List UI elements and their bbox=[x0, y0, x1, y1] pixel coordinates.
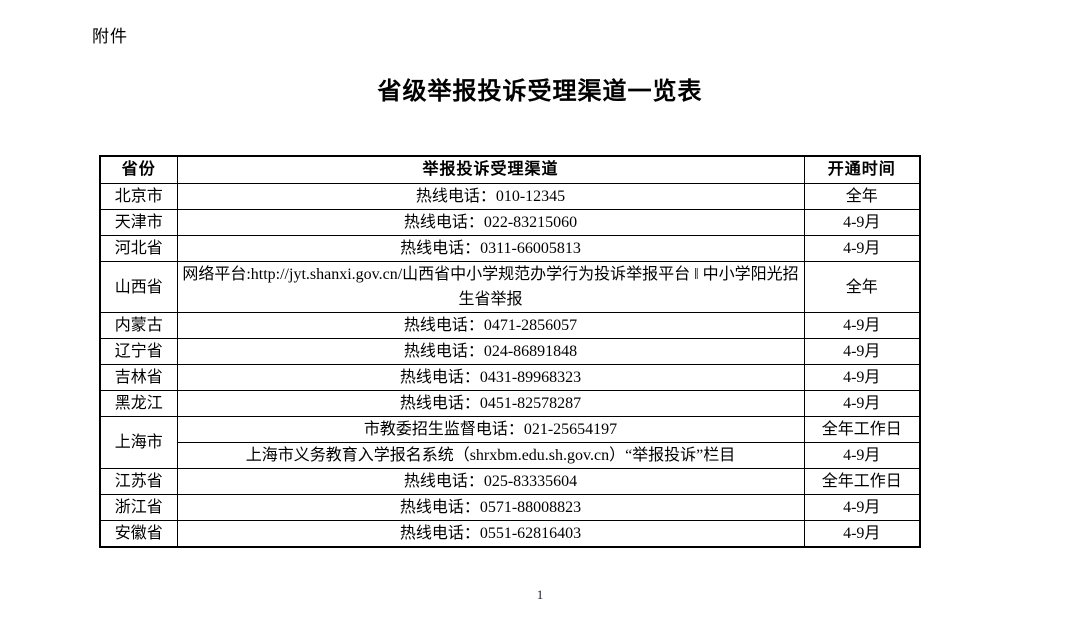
table-row: 上海市 市教委招生监督电话：021-25654197 全年工作日 bbox=[99, 416, 921, 469]
time-cell: 全年工作日 bbox=[803, 416, 921, 443]
time-cell: 全年 bbox=[803, 261, 921, 313]
table-row: 上海市义务教育入学报名系统（shrxbm.edu.sh.gov.cn）“举报投诉… bbox=[100, 442, 921, 469]
table-row: 天津市 热线电话：022-83215060 4-9月 bbox=[99, 209, 921, 236]
time-cell: 4-9月 bbox=[803, 390, 921, 417]
table-row: 安徽省 热线电话：0551-62816403 4-9月 bbox=[99, 520, 921, 548]
table-row: 辽宁省 热线电话：024-86891848 4-9月 bbox=[99, 338, 921, 365]
channel-cell: 热线电话：0311-66005813 bbox=[176, 235, 805, 262]
table-body: 北京市 热线电话：010-12345 全年 天津市 热线电话：022-83215060 4… bbox=[99, 183, 921, 548]
header-channel: 举报投诉受理渠道 bbox=[176, 155, 805, 184]
time-cell: 4-9月 bbox=[803, 442, 921, 469]
table-row: 吉林省 热线电话：0431-89968323 4-9月 bbox=[99, 364, 921, 391]
page-title: 省级举报投诉受理渠道一览表 bbox=[377, 79, 703, 105]
channel-cell: 热线电话：024-86891848 bbox=[176, 338, 805, 365]
table-row: 黑龙江 热线电话：0451-82578287 4-9月 bbox=[99, 390, 921, 417]
channel-cell: 热线电话：022-83215060 bbox=[176, 209, 805, 236]
header-time: 开通时间 bbox=[803, 155, 921, 184]
channels-table: 省份 举报投诉受理渠道 开通时间 北京市 热线电话：010-12345 全年 天津市热… bbox=[99, 155, 921, 548]
province-cell: 上海市 bbox=[99, 416, 178, 469]
time-cell: 4-9月 bbox=[803, 235, 921, 262]
time-cell: 4-9月 bbox=[803, 520, 921, 548]
time-cell: 4-9月 bbox=[803, 364, 921, 391]
province-cell: 河北省 bbox=[99, 235, 178, 262]
province-cell: 山西省 bbox=[99, 261, 178, 313]
province-cell: 天津市 bbox=[99, 209, 178, 236]
table-header-row: 省份 举报投诉受理渠道 开通时间 bbox=[99, 155, 921, 184]
table-row: 浙江省 热线电话：0571-88008823 4-9月 bbox=[99, 494, 921, 521]
table-row: 江苏省 热线电话：025-83335604 全年工作日 bbox=[99, 468, 921, 495]
time-cell: 全年 bbox=[803, 183, 921, 210]
channels-table-wrapper: 省份 举报投诉受理渠道 开通时间 北京市 热线电话：010-12345 全年 天津市热… bbox=[99, 155, 921, 548]
attachment-label: 附件 bbox=[92, 27, 128, 46]
header-province: 省份 bbox=[99, 155, 178, 184]
province-cell: 江苏省 bbox=[99, 468, 178, 495]
time-cell: 4-9月 bbox=[803, 494, 921, 521]
channel-cell: 热线电话：0431-89968323 bbox=[176, 364, 805, 391]
province-cell: 北京市 bbox=[99, 183, 178, 210]
time-cell: 全年工作日 bbox=[803, 468, 921, 495]
province-cell: 浙江省 bbox=[99, 494, 178, 521]
province-cell: 黑龙江 bbox=[99, 390, 178, 417]
time-cell: 4-9月 bbox=[803, 209, 921, 236]
table-row: 内蒙古 热线电话：0471-2856057 4-9月 bbox=[99, 312, 921, 339]
channel-cell: 热线电话：025-83335604 bbox=[176, 468, 805, 495]
channel-cell: 热线电话：0571-88008823 bbox=[176, 494, 805, 521]
channel-cell: 热线电话：0551-62816403 bbox=[176, 520, 805, 548]
channel-cell: 热线电话：010-12345 bbox=[176, 183, 805, 210]
province-cell: 吉林省 bbox=[99, 364, 178, 391]
province-cell: 安徽省 bbox=[99, 520, 178, 548]
channel-cell: 热线电话：0451-82578287 bbox=[176, 390, 805, 417]
channel-cell: 上海市义务教育入学报名系统（shrxbm.edu.sh.gov.cn）“举报投诉… bbox=[176, 442, 805, 469]
table-row: 山西省 网络平台:http://jyt.shanxi.gov.cn/山西省中小学规… bbox=[99, 261, 921, 313]
table-row: 北京市 热线电话：010-12345 全年 bbox=[99, 183, 921, 210]
channel-cell: 网络平台:http://jyt.shanxi.gov.cn/山西省中小学规范办学… bbox=[176, 261, 805, 313]
time-cell: 4-9月 bbox=[803, 312, 921, 339]
province-cell: 辽宁省 bbox=[99, 338, 178, 365]
channel-cell: 市教委招生监督电话：021-25654197 bbox=[176, 416, 805, 443]
province-cell: 内蒙古 bbox=[99, 312, 178, 339]
channel-cell: 热线电话：0471-2856057 bbox=[176, 312, 805, 339]
table-row: 河北省 热线电话：0311-66005813 4-9月 bbox=[99, 235, 921, 262]
time-cell: 4-9月 bbox=[803, 338, 921, 365]
page-number: 1 bbox=[536, 587, 544, 602]
